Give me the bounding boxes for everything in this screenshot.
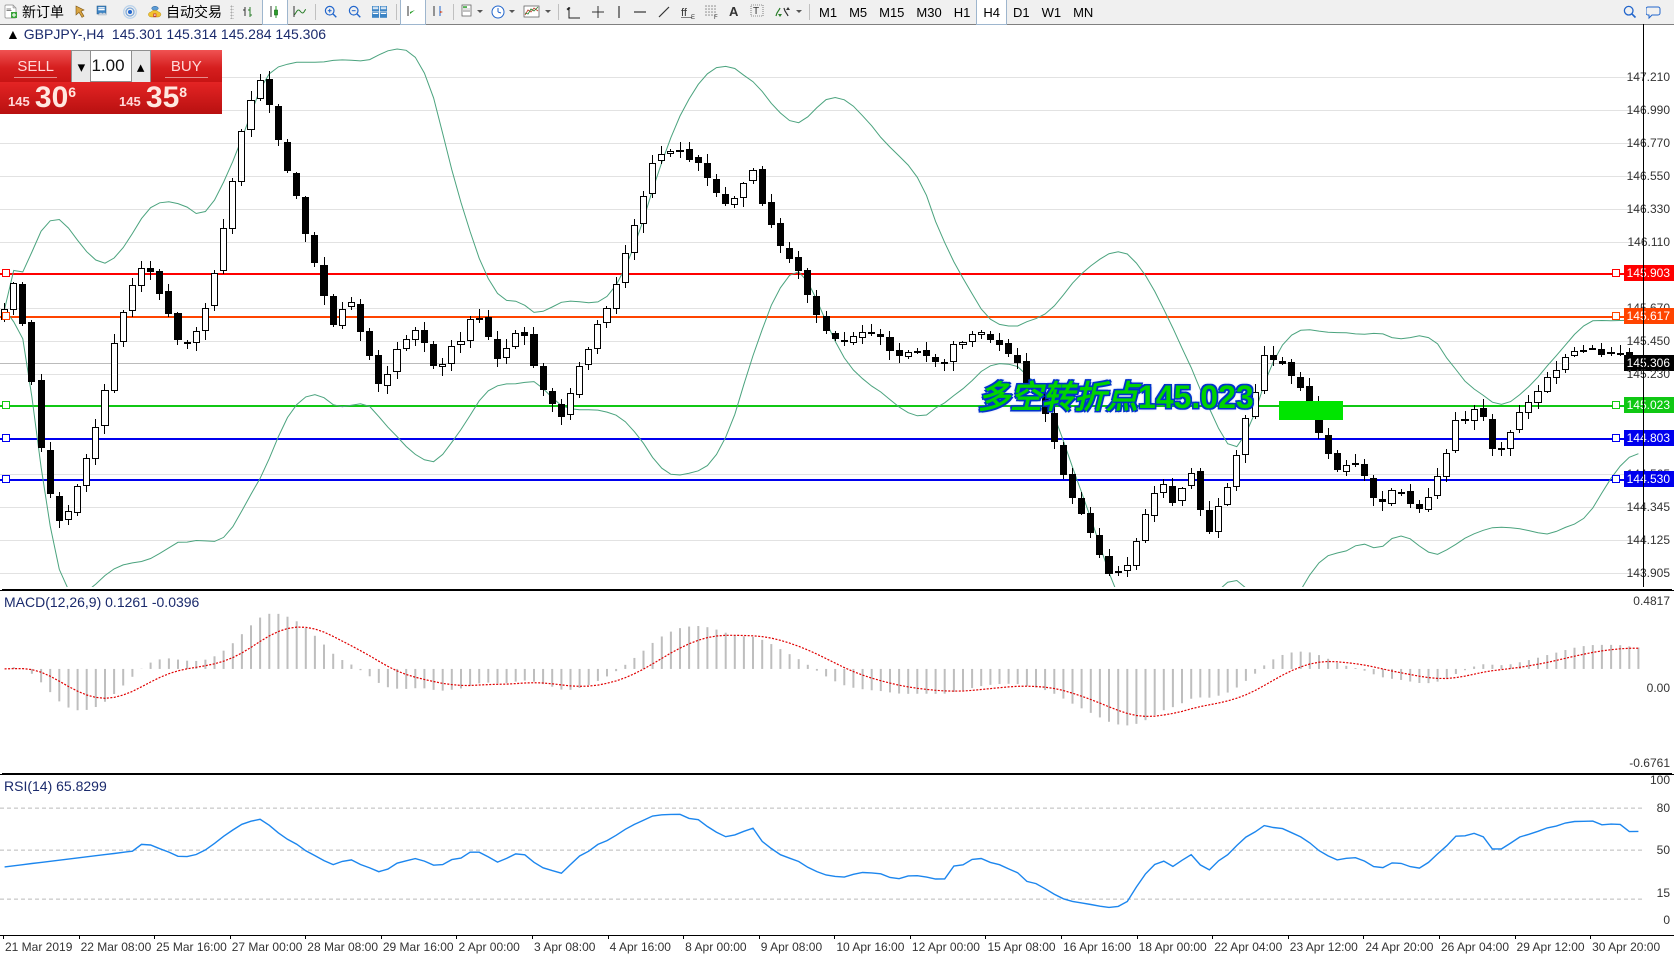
svg-text:T: T: [753, 6, 759, 17]
svg-text:F: F: [714, 15, 718, 20]
svg-text:A: A: [729, 4, 739, 19]
svg-text:E: E: [691, 15, 695, 20]
